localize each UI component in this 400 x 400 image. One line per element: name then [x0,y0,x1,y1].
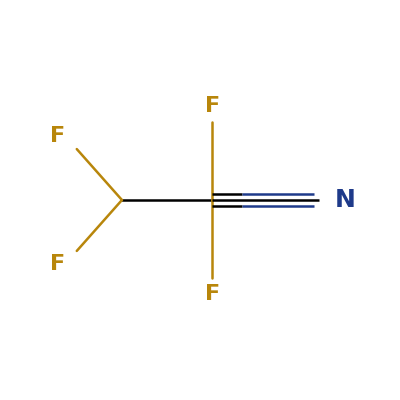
Text: F: F [205,284,220,304]
Text: N: N [335,188,356,212]
Text: F: F [50,254,66,274]
Text: F: F [205,96,220,116]
Text: F: F [50,126,66,146]
